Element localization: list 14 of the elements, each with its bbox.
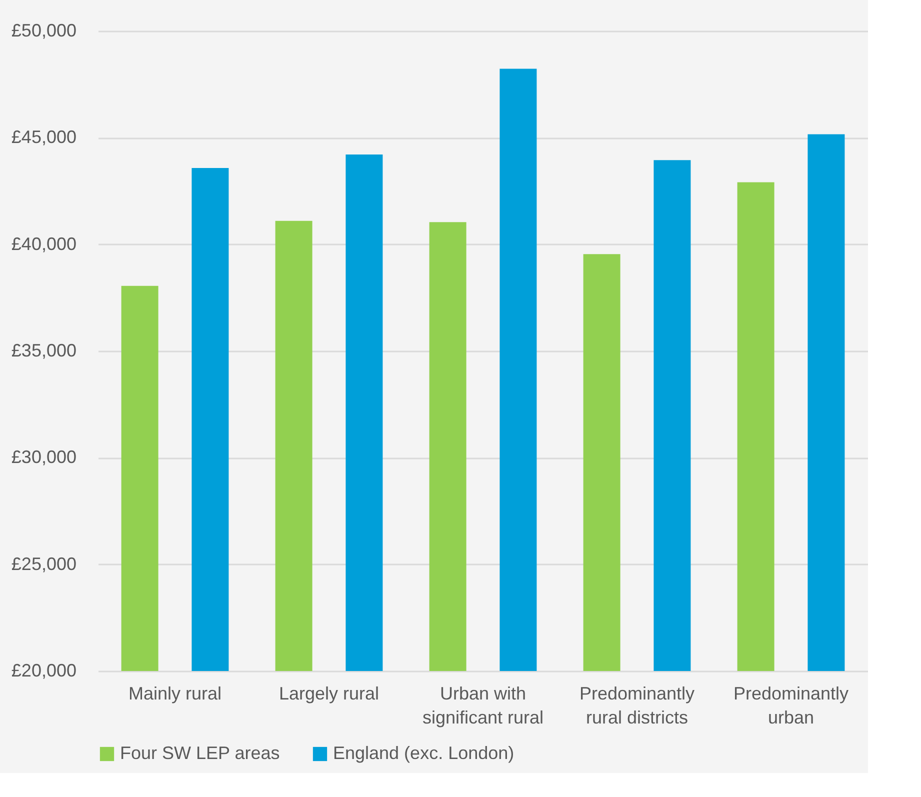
y-tick-label: £35,000 xyxy=(11,340,76,360)
y-tick-label: £25,000 xyxy=(11,554,76,574)
x-tick-label: Urban with significant rural xyxy=(422,684,544,728)
x-tick-label: Predominantly rural districts xyxy=(579,684,695,728)
y-tick-label: £40,000 xyxy=(11,234,76,254)
y-tick-label: £30,000 xyxy=(11,447,76,468)
x-tick-label: Predominantly urban xyxy=(733,684,849,728)
legend-label: England (exc. London) xyxy=(333,743,514,763)
x-tick-label: Mainly rural xyxy=(128,684,222,704)
y-tick-label: £50,000 xyxy=(11,20,76,40)
y-tick-label: £20,000 xyxy=(11,660,76,680)
legend-label: Four SW LEP areas xyxy=(120,743,280,763)
x-tick-label: Largely rural xyxy=(278,684,380,704)
y-tick-label: £45,000 xyxy=(11,127,76,148)
